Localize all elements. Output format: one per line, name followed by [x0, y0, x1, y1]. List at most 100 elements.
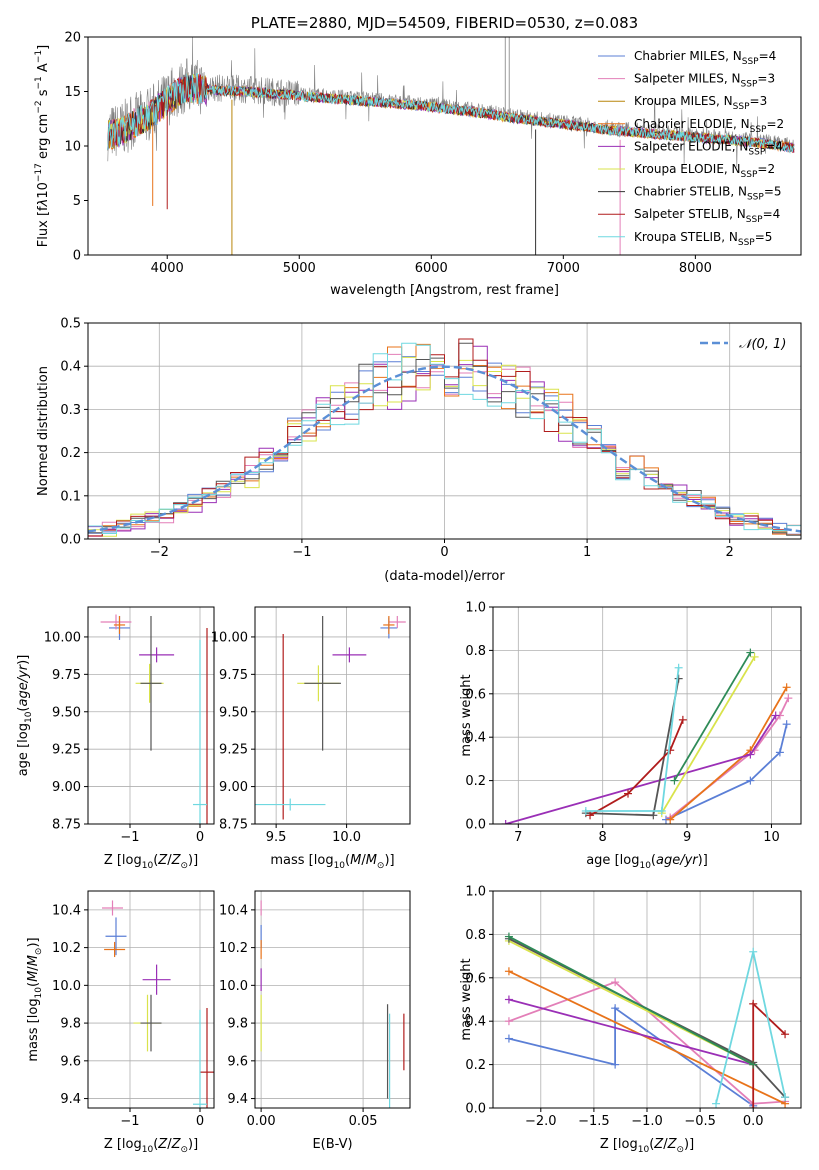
age-vs-mass-panel: 9.5 10.0 8.75 9.00 9.25 9.50 9.75 10.00 mass [lo…: [211, 606, 411, 871]
y-axis-label: age [log10(age/yr)]: [16, 655, 34, 777]
y-tick-label: 0: [73, 249, 81, 264]
y-tick-label: 8.75: [52, 818, 81, 833]
x-tick-label: −1.0: [631, 1114, 663, 1129]
weight-line: [665, 723, 788, 821]
plot-area: [255, 615, 406, 820]
y-tick-label: 5: [73, 194, 81, 209]
y-tick-label: 9.4: [60, 1092, 81, 1107]
x-tick-label: 8: [599, 830, 607, 845]
x-tick-label: 0: [196, 1114, 204, 1129]
y-tick-label: 10.4: [219, 903, 248, 918]
y-tick-label: 10: [64, 140, 81, 155]
histogram-step: [88, 342, 801, 537]
y-tick-label: 10.0: [219, 979, 248, 994]
x-tick-label: 9: [683, 830, 691, 845]
y-tick-label: 0.1: [60, 489, 81, 504]
x-tick-label: −1.5: [578, 1114, 610, 1129]
plot-area: [260, 900, 405, 1108]
weight-line: [585, 678, 680, 817]
x-tick-label: 7: [514, 830, 522, 845]
x-axis-label: Z [log10(Z/Z⊙)]: [104, 1137, 198, 1155]
age-vs-metallicity-panel: −1 0 8.75 9.00 9.25 9.50 9.75 10.00 Z [log10(Z/Z…: [16, 606, 215, 871]
y-tick-label: 9.50: [52, 705, 81, 720]
weight-line: [508, 981, 786, 1105]
x-tick-label: 9.5: [266, 830, 287, 845]
y-tick-label: 0.8: [465, 928, 486, 943]
model-spectrum: [107, 73, 795, 154]
weight-line: [673, 652, 752, 782]
x-tick-label: 5000: [283, 261, 316, 276]
y-tick-label: 0.3: [60, 403, 81, 418]
x-tick-label: 10.0: [332, 830, 361, 845]
y-tick-label: 10.00: [44, 630, 81, 645]
x-tick-label: 0.05: [349, 1114, 378, 1129]
y-tick-label: 0.8: [465, 644, 486, 659]
mass-vs-ebv-panel: 0.00 0.05 9.4 9.6 9.8 10.0 10.2 10.4 E(B-V): [219, 890, 411, 1152]
y-tick-label: 10.4: [52, 903, 81, 918]
y-tick-label: 10.0: [52, 979, 81, 994]
x-axis-label: (data-model)/error: [384, 569, 505, 584]
y-tick-label: 0.0: [465, 818, 486, 833]
x-tick-label: −2: [150, 545, 169, 560]
legend-entry: Kroupa STELIB, NSSP=5: [634, 230, 772, 248]
x-axis-label: Z [log10(Z/Z⊙)]: [600, 1137, 694, 1155]
mass-vs-metallicity-panel: −1 0 9.4 9.6 9.8 10.0 10.2 10.4 Z [log10(Z/Z⊙)] m…: [26, 890, 215, 1155]
y-tick-label: 9.8: [60, 1017, 81, 1032]
x-tick-label: 0: [440, 545, 448, 560]
x-axis-label: Z [log10(Z/Z⊙)]: [104, 853, 198, 871]
legend-entry: Kroupa ELODIE, NSSP=2: [634, 162, 775, 180]
mass-weight-vs-age-panel: 7 8 9 10 0.0 0.2 0.4 0.6 0.8 1.0 mass weight age [l…: [459, 601, 802, 871]
residual-histogram-panel: −2 −1 0 1 2 0.0 0.1 0.2 0.3 0.4 0.5 (data-model)/er…: [36, 317, 802, 584]
x-tick-label: −1: [120, 1114, 139, 1129]
x-tick-label: 4000: [151, 261, 184, 276]
y-tick-label: 0.4: [60, 360, 81, 375]
y-tick-label: 0.2: [60, 446, 81, 461]
y-tick-label: 0.5: [60, 317, 81, 332]
y-tick-label: 9.8: [227, 1017, 248, 1032]
x-tick-label: 1: [583, 545, 591, 560]
axes-frame: [254, 890, 411, 1109]
normal-curve: [88, 365, 801, 533]
y-tick-label: 0.6: [465, 687, 486, 702]
x-tick-label: 10: [763, 830, 780, 845]
y-axis-label: mass weight: [459, 958, 474, 1040]
legend-entry: Chabrier MILES, NSSP=4: [634, 49, 776, 67]
y-tick-label: 0.2: [465, 1058, 486, 1073]
y-tick-label: 9.6: [60, 1054, 81, 1069]
axes-frame: [254, 606, 411, 825]
legend-entry: Chabrier ELODIE, NSSP=2: [634, 117, 784, 135]
plot-area: [107, 37, 795, 255]
legend-entry: 𝒩(0, 1): [739, 337, 786, 352]
x-tick-label: −1: [120, 830, 139, 845]
x-axis-label: age [log10(age/yr)]: [586, 853, 708, 871]
y-tick-label: 0.2: [465, 774, 486, 789]
x-tick-label: −0.5: [684, 1114, 716, 1129]
y-tick-label: 9.75: [219, 668, 248, 683]
y-tick-label: 1.0: [465, 885, 486, 900]
x-tick-label: 0.0: [743, 1114, 764, 1129]
x-axis-label: E(B-V): [312, 1137, 352, 1152]
y-tick-label: 8.75: [219, 818, 248, 833]
plot-area: [88, 338, 801, 539]
x-tick-label: 6000: [415, 261, 448, 276]
plot-area: [102, 900, 214, 1108]
y-tick-label: 9.6: [227, 1054, 248, 1069]
weight-line: [508, 998, 754, 1066]
y-tick-label: 9.25: [219, 743, 248, 758]
y-tick-label: 9.25: [52, 743, 81, 758]
y-tick-label: 9.00: [52, 780, 81, 795]
legend-entry: Salpeter ELODIE, NSSP=4: [634, 139, 783, 157]
axes-frame: [87, 606, 215, 825]
y-tick-label: 9.75: [52, 668, 81, 683]
y-axis-label: Flux [fλ10−17 erg cm−2 s−1 A−1]: [34, 45, 51, 247]
y-tick-label: 0.6: [465, 971, 486, 986]
weight-line: [505, 715, 777, 824]
legend-entry: Chabrier STELIB, NSSP=5: [634, 185, 782, 203]
y-tick-label: 10.2: [52, 941, 81, 956]
y-tick-label: 10.2: [219, 941, 248, 956]
x-tick-label: −1: [292, 545, 311, 560]
weight-line: [589, 719, 684, 817]
plot-area: [501, 648, 793, 824]
y-tick-label: 15: [64, 85, 81, 100]
